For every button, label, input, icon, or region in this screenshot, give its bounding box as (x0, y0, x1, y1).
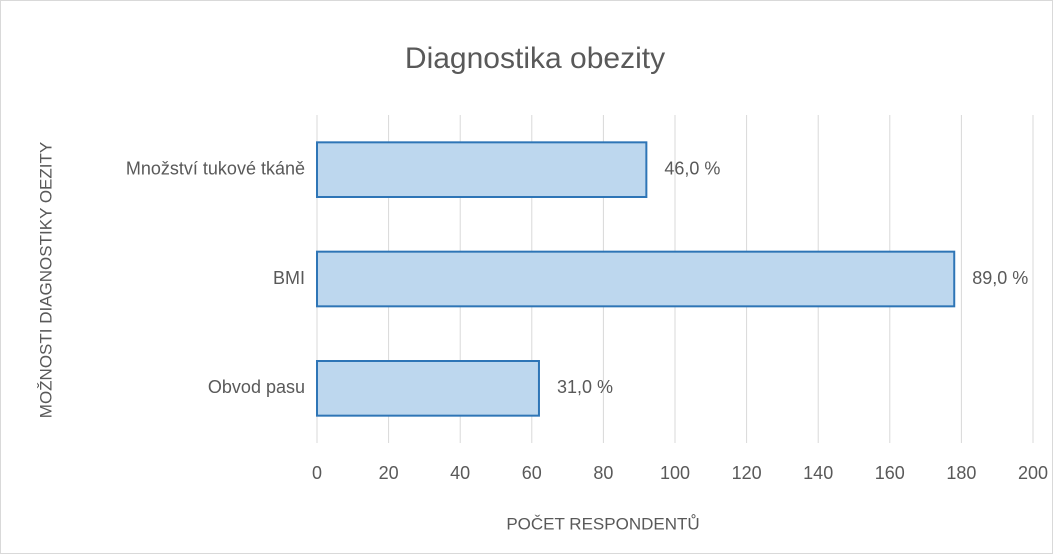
x-tick-label: 40 (450, 463, 470, 483)
x-axis-title: POČET RESPONDENTŮ (506, 514, 699, 533)
data-label: 89,0 % (972, 268, 1028, 288)
x-tick-label: 120 (732, 463, 762, 483)
bar (316, 141, 648, 198)
y-tick-label: Obvod pasu (208, 377, 305, 397)
y-tick-label: Množství tukové tkáně (126, 158, 305, 178)
data-label: 31,0 % (557, 377, 613, 397)
bar (316, 360, 540, 417)
y-axis-title: MOŽNOSTI DIAGNOSTIKY OEZITY (36, 142, 55, 418)
data-label: 46,0 % (664, 158, 720, 178)
chart-title: Diagnostika obezity (405, 42, 665, 75)
x-tick-label: 0 (312, 463, 322, 483)
x-tick-label: 200 (1018, 463, 1048, 483)
x-tick-label: 180 (946, 463, 976, 483)
x-tick-label: 160 (875, 463, 905, 483)
x-tick-label: 140 (803, 463, 833, 483)
x-tick-label: 60 (522, 463, 542, 483)
y-tick-label: BMI (273, 268, 305, 288)
x-tick-label: 80 (593, 463, 613, 483)
x-tick-label: 20 (379, 463, 399, 483)
x-tick-label: 100 (660, 463, 690, 483)
bar (316, 250, 956, 308)
